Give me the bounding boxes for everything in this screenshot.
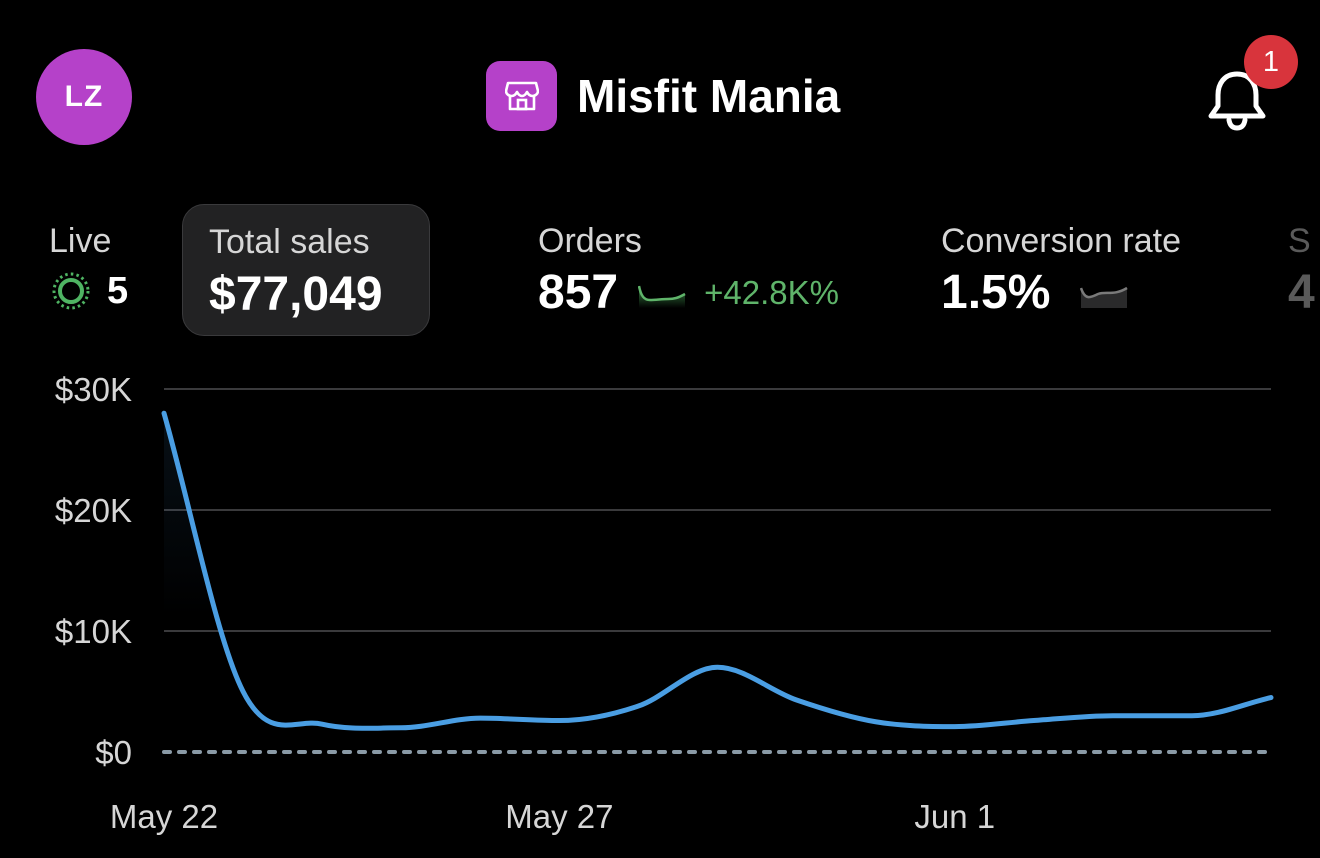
storefront-icon bbox=[486, 61, 557, 131]
metric-total-sales[interactable]: Total sales $77,049 bbox=[182, 204, 430, 336]
sales-chart[interactable]: $30K $20K $10K $0 May 22 May 27 Jun 1 bbox=[0, 360, 1320, 858]
metric-orders-value: 857 bbox=[538, 266, 619, 319]
metric-total-sales-label: Total sales bbox=[209, 223, 370, 261]
avatar[interactable]: LZ bbox=[36, 49, 132, 145]
sales-chart-svg: $30K $20K $10K $0 May 22 May 27 Jun 1 bbox=[55, 371, 1274, 835]
y-tick-label: $10K bbox=[55, 613, 132, 650]
x-tick-label: May 27 bbox=[505, 798, 613, 835]
metric-clipped-label: S bbox=[1288, 222, 1311, 260]
metric-live[interactable]: Live 5 bbox=[49, 222, 128, 313]
store-switcher[interactable]: Misfit Mania bbox=[486, 61, 840, 131]
conversion-sparkline-icon bbox=[1080, 286, 1129, 308]
metric-live-value: 5 bbox=[107, 269, 129, 312]
metric-clipped-value: 4 bbox=[1288, 266, 1315, 319]
metric-clipped[interactable]: S 4 bbox=[1288, 222, 1320, 320]
sales-line bbox=[161, 410, 1274, 731]
x-tick-label: Jun 1 bbox=[914, 798, 995, 835]
avatar-initials: LZ bbox=[64, 80, 104, 113]
metric-orders-label: Orders bbox=[538, 222, 642, 260]
metrics-row: Live 5 Total sales $77,049 Orders 857 bbox=[0, 200, 1320, 345]
metric-orders[interactable]: Orders 857 +42.8K% bbox=[538, 222, 839, 320]
orders-sparkline-icon bbox=[638, 285, 686, 308]
metric-total-sales-value: $77,049 bbox=[209, 268, 383, 321]
sales-area bbox=[164, 413, 1271, 752]
notification-badge: 1 bbox=[1244, 35, 1298, 89]
x-tick-label: May 22 bbox=[110, 798, 218, 835]
metric-orders-change: +42.8K% bbox=[704, 273, 839, 311]
metric-conversion-rate-label: Conversion rate bbox=[941, 222, 1182, 260]
store-name: Misfit Mania bbox=[577, 70, 841, 122]
y-tick-label: $20K bbox=[55, 492, 132, 529]
metric-conversion-rate[interactable]: Conversion rate 1.5% bbox=[941, 222, 1181, 320]
live-pulse-icon bbox=[52, 272, 90, 310]
y-tick-label: $0 bbox=[95, 734, 132, 771]
notification-count: 1 bbox=[1262, 45, 1280, 78]
metric-conversion-rate-value: 1.5% bbox=[941, 266, 1051, 319]
metric-live-label: Live bbox=[49, 222, 112, 260]
y-tick-label: $30K bbox=[55, 371, 132, 408]
